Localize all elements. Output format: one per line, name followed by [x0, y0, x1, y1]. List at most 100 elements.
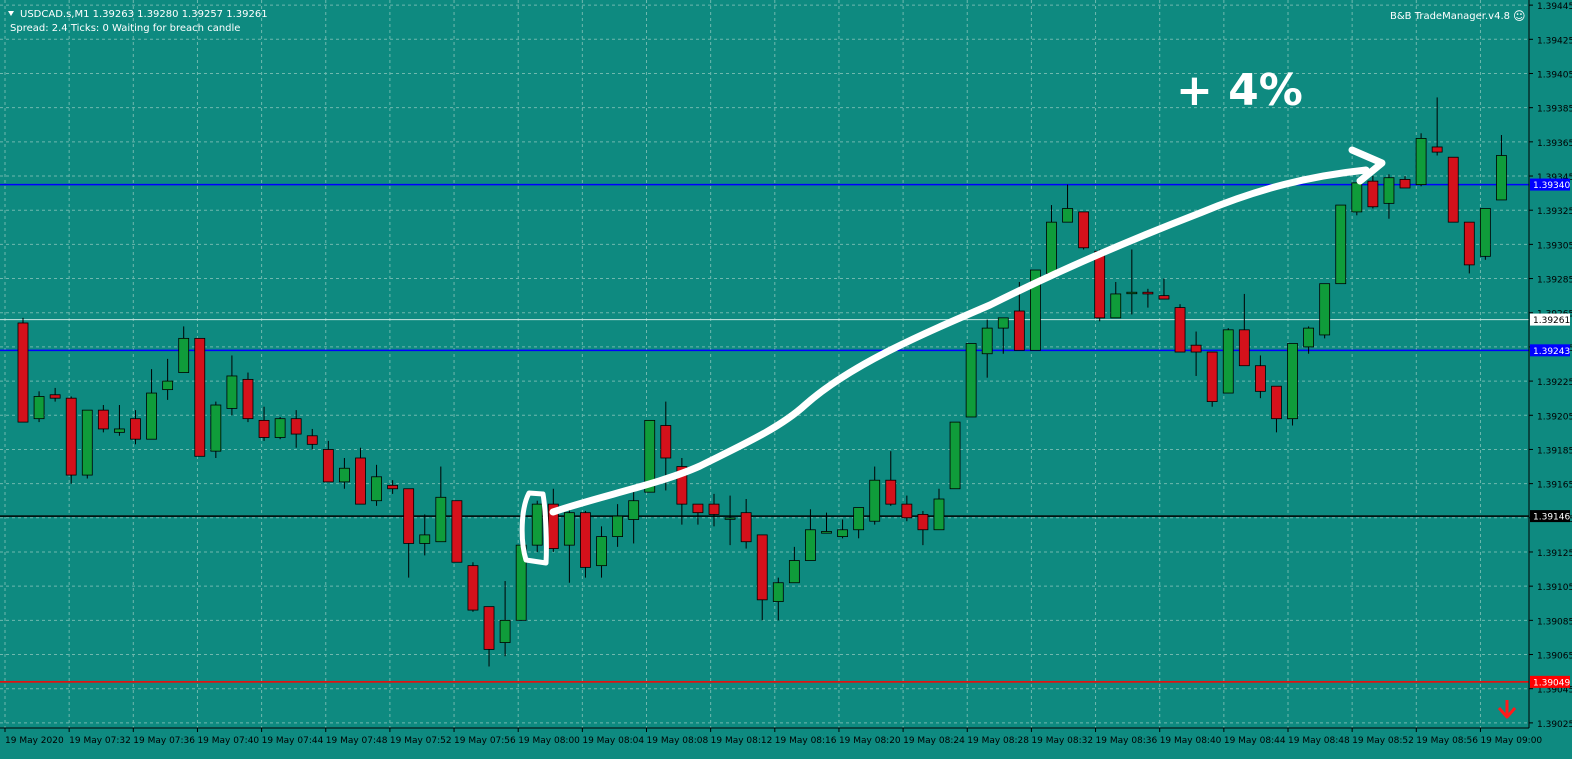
candle-body [1206, 351, 1218, 402]
candle-body [274, 418, 286, 438]
candle-body [419, 534, 431, 544]
candle [130, 410, 141, 445]
candle-body [981, 327, 993, 355]
candle [612, 504, 623, 547]
level-label: 1.39049 [1533, 678, 1570, 688]
candle [1078, 211, 1090, 250]
candle-body [1142, 291, 1154, 295]
candle-body [628, 500, 640, 520]
price-tick-label: 1.39045 [1537, 686, 1572, 696]
time-tick-label: 19 May 07:56 [454, 736, 516, 746]
candle [1142, 288, 1154, 308]
candle [1447, 156, 1459, 223]
candle-body [1383, 177, 1395, 204]
candle [258, 406, 270, 441]
candle [1094, 249, 1106, 322]
candle-body [1030, 269, 1041, 351]
candle-body [322, 449, 334, 483]
price-tick-label: 1.39065 [1537, 652, 1572, 662]
candle-body [949, 421, 961, 490]
candle [403, 488, 415, 578]
candle [628, 488, 640, 544]
time-tick-label: 19 May 08:00 [518, 736, 580, 746]
candle [1415, 133, 1427, 187]
candle [97, 405, 109, 433]
candle-body [644, 419, 656, 493]
candle [1496, 135, 1507, 201]
candle [435, 466, 447, 543]
candle-body [1271, 385, 1282, 420]
candle-body [1479, 208, 1491, 257]
chevron-down-icon[interactable] [8, 11, 14, 16]
candle-body [965, 343, 977, 418]
price-tick-label: 1.39165 [1537, 481, 1572, 491]
time-tick-label: 19 May 07:40 [197, 736, 259, 746]
level-label: 1.39340 [1533, 181, 1570, 191]
candle [756, 534, 768, 621]
time-tick-label: 19 May 08:40 [1160, 736, 1222, 746]
candle [981, 319, 993, 378]
candle [338, 457, 350, 489]
candle [274, 416, 286, 440]
time-tick-label: 19 May 07:44 [262, 736, 324, 746]
gain-annotation: + 4% [1176, 65, 1303, 116]
candle [692, 503, 704, 525]
level-label-bg [1530, 178, 1570, 191]
candle [563, 504, 575, 583]
candle [499, 581, 511, 657]
candle-body [917, 513, 929, 531]
candle [1254, 355, 1266, 399]
candle-body [1399, 179, 1411, 189]
candle-body [805, 529, 816, 561]
level-label-bg [1530, 510, 1570, 523]
candle [322, 440, 334, 483]
candle-body [1303, 327, 1314, 348]
candle-body [563, 512, 575, 546]
price-tick-label: 1.39205 [1537, 412, 1572, 422]
level-label-bg [1530, 675, 1570, 688]
candle-body [499, 619, 511, 643]
price-axis[interactable]: 1.39445 1.39425 1.39405 1.39385 1.39365 1.393… [1529, 2, 1572, 730]
symbol-info: USDCAD.s,M1 1.39263 1.39280 1.39257 1.39… [20, 9, 268, 20]
candle-body [33, 396, 45, 420]
candle-body [1078, 211, 1090, 249]
time-tick-label: 19 May 08:20 [839, 736, 901, 746]
price-tick-label: 1.39185 [1537, 446, 1572, 456]
candle-body [740, 512, 752, 543]
horizontal-lines[interactable] [0, 183, 1529, 683]
time-tick-label: 19 May 08:44 [1224, 736, 1286, 746]
candle [997, 317, 1009, 354]
candle-body [1110, 293, 1122, 319]
candle [1399, 176, 1411, 189]
candle-body [306, 435, 318, 445]
candle-body [1367, 180, 1379, 208]
candle-body [531, 503, 543, 546]
time-tick-label: 19 May 08:28 [967, 736, 1029, 746]
price-tick-label: 1.39325 [1537, 207, 1572, 217]
candle-body [17, 322, 29, 423]
price-tick-label: 1.39305 [1537, 241, 1572, 251]
time-axis[interactable]: 19 May 2020 19 May 07:32 19 May 07:36 19 Ma… [4, 728, 1542, 746]
smiley-icon: ☺ [1513, 9, 1526, 23]
candle-body [1463, 221, 1475, 266]
candle [242, 372, 254, 423]
candle-body [885, 479, 897, 505]
candle [210, 401, 222, 458]
candle-body [65, 397, 77, 476]
bid-label-bg [1530, 313, 1570, 326]
candle [17, 317, 29, 423]
candle-body [853, 507, 865, 531]
candle-body [901, 503, 913, 519]
price-tick-label: 1.39285 [1537, 276, 1572, 286]
candle-body [1415, 138, 1427, 185]
candle-body [612, 515, 623, 538]
candle [805, 509, 816, 561]
candle-body [194, 337, 206, 457]
candle [1158, 278, 1170, 300]
time-tick-label: 19 May 2020 [5, 736, 64, 746]
candle [1062, 184, 1073, 223]
status-info: Spread: 2.4 Ticks: 0 Waiting for breach … [10, 23, 240, 34]
